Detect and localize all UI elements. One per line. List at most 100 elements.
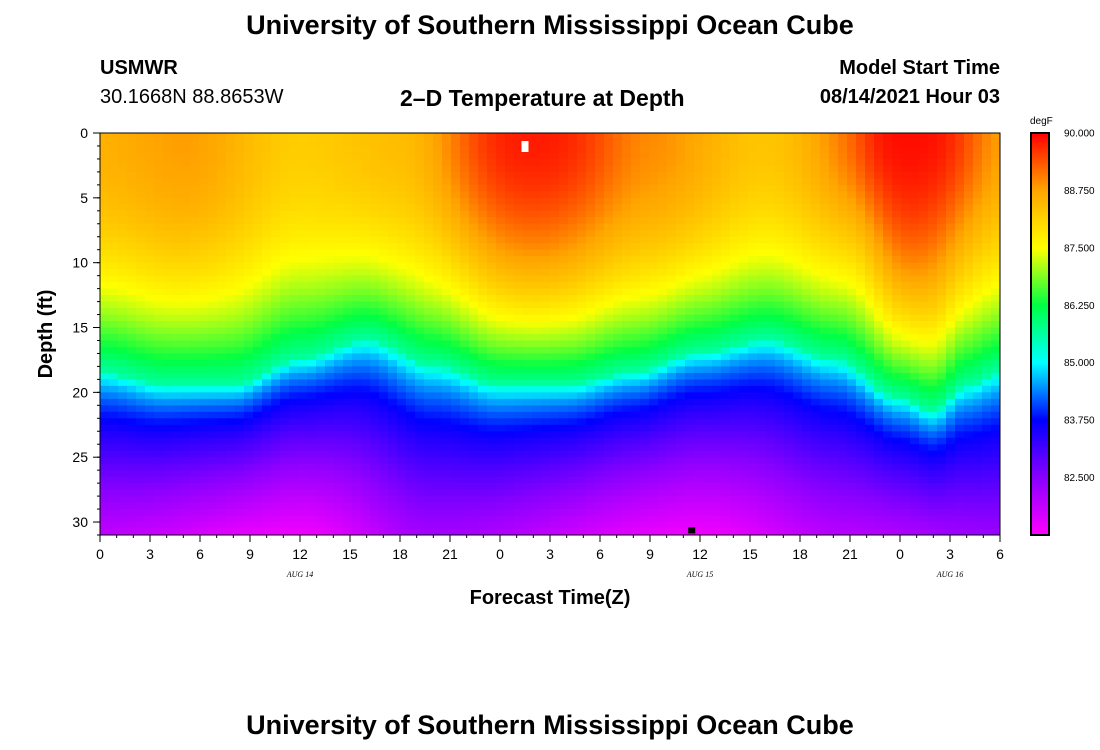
heatmap-cell <box>415 204 425 212</box>
heatmap-cell <box>253 275 263 283</box>
heatmap-cell <box>298 489 308 497</box>
heatmap-cell <box>172 528 182 535</box>
heatmap-cell <box>172 236 182 244</box>
heatmap-cell <box>802 236 812 244</box>
heatmap-cell <box>604 457 614 465</box>
heatmap-cell <box>145 528 155 535</box>
heatmap-cell <box>613 385 623 393</box>
heatmap-cell <box>244 483 254 491</box>
heatmap-cell <box>577 165 587 173</box>
heatmap-cell <box>136 476 146 484</box>
heatmap-cell <box>766 301 776 309</box>
heatmap-cell <box>352 463 362 471</box>
heatmap-cell <box>352 392 362 400</box>
heatmap-cell <box>784 295 794 303</box>
heatmap-cell <box>532 509 542 517</box>
heatmap-cell <box>217 236 227 244</box>
heatmap-cell <box>649 223 659 231</box>
heatmap-cell <box>811 256 821 264</box>
heatmap-cell <box>541 223 551 231</box>
heatmap-cell <box>595 133 605 141</box>
heatmap-cell <box>136 165 146 173</box>
heatmap-cell <box>676 437 686 445</box>
heatmap-cell <box>694 295 704 303</box>
heatmap-cell <box>658 178 668 186</box>
heatmap-cell <box>703 308 713 316</box>
heatmap-cell <box>352 249 362 257</box>
heatmap-cell <box>280 191 290 199</box>
heatmap-cell <box>397 528 407 535</box>
heatmap-cell <box>343 366 353 374</box>
heatmap-cell <box>478 133 488 141</box>
heatmap-cell <box>397 346 407 355</box>
heatmap-cell <box>235 308 245 316</box>
heatmap-cell <box>253 496 263 504</box>
heatmap-cell <box>496 496 506 504</box>
heatmap-cell <box>226 463 236 471</box>
heatmap-cell <box>244 366 254 374</box>
heatmap-cell <box>118 314 128 322</box>
heatmap-cell <box>397 314 407 322</box>
heatmap-cell <box>802 321 812 329</box>
heatmap-cell <box>271 133 281 141</box>
heatmap-cell <box>280 178 290 186</box>
heatmap-cell <box>694 424 704 432</box>
heatmap-cell <box>217 483 227 491</box>
heatmap-cell <box>667 243 677 251</box>
heatmap-cell <box>775 269 785 277</box>
heatmap-cell <box>811 437 821 445</box>
heatmap-cell <box>424 191 434 199</box>
heatmap-cell <box>739 424 749 432</box>
heatmap-cell <box>676 249 686 257</box>
heatmap-cell <box>442 340 452 348</box>
heatmap-cell <box>361 353 371 361</box>
heatmap-cell <box>766 236 776 244</box>
heatmap-cell <box>676 405 686 413</box>
heatmap-cell <box>550 405 560 413</box>
heatmap-cell <box>487 346 497 355</box>
heatmap-cell <box>424 282 434 290</box>
heatmap-cell <box>190 230 200 238</box>
heatmap-cell <box>775 223 785 231</box>
heatmap-cell <box>352 457 362 465</box>
heatmap-cell <box>190 256 200 264</box>
heatmap-cell <box>226 385 236 393</box>
heatmap-cell <box>343 398 353 406</box>
heatmap-cell <box>100 418 110 426</box>
heatmap-cell <box>712 301 722 309</box>
heatmap-cell <box>343 327 353 335</box>
heatmap-cell <box>811 301 821 309</box>
heatmap-cell <box>532 411 542 419</box>
heatmap-cell <box>352 314 362 322</box>
heatmap-cell <box>802 145 812 154</box>
heatmap-cell <box>334 457 344 465</box>
heatmap-cell <box>811 152 821 160</box>
heatmap-cell <box>262 392 272 400</box>
heatmap-cell <box>271 431 281 439</box>
heatmap-cell <box>730 145 740 154</box>
heatmap-cell <box>604 314 614 322</box>
heatmap-cell <box>811 366 821 374</box>
heatmap-cell <box>667 340 677 348</box>
heatmap-cell <box>721 256 731 264</box>
heatmap-cell <box>550 528 560 535</box>
heatmap-cell <box>514 437 524 445</box>
heatmap-cell <box>262 236 272 244</box>
heatmap-cell <box>595 236 605 244</box>
heatmap-cell <box>649 158 659 167</box>
heatmap-cell <box>262 139 272 147</box>
heatmap-cell <box>280 184 290 192</box>
heatmap-cell <box>307 145 317 154</box>
heatmap-cell <box>280 476 290 484</box>
heatmap-cell <box>541 346 551 355</box>
heatmap-cell <box>415 346 425 355</box>
heatmap-cell <box>640 269 650 277</box>
heatmap-cell <box>334 489 344 497</box>
heatmap-cell <box>487 424 497 432</box>
heatmap-cell <box>100 139 110 147</box>
heatmap-cell <box>289 353 299 361</box>
heatmap-cell <box>532 191 542 199</box>
heatmap-cell <box>559 431 569 439</box>
heatmap-cell <box>244 359 254 368</box>
heatmap-cell <box>559 217 569 225</box>
